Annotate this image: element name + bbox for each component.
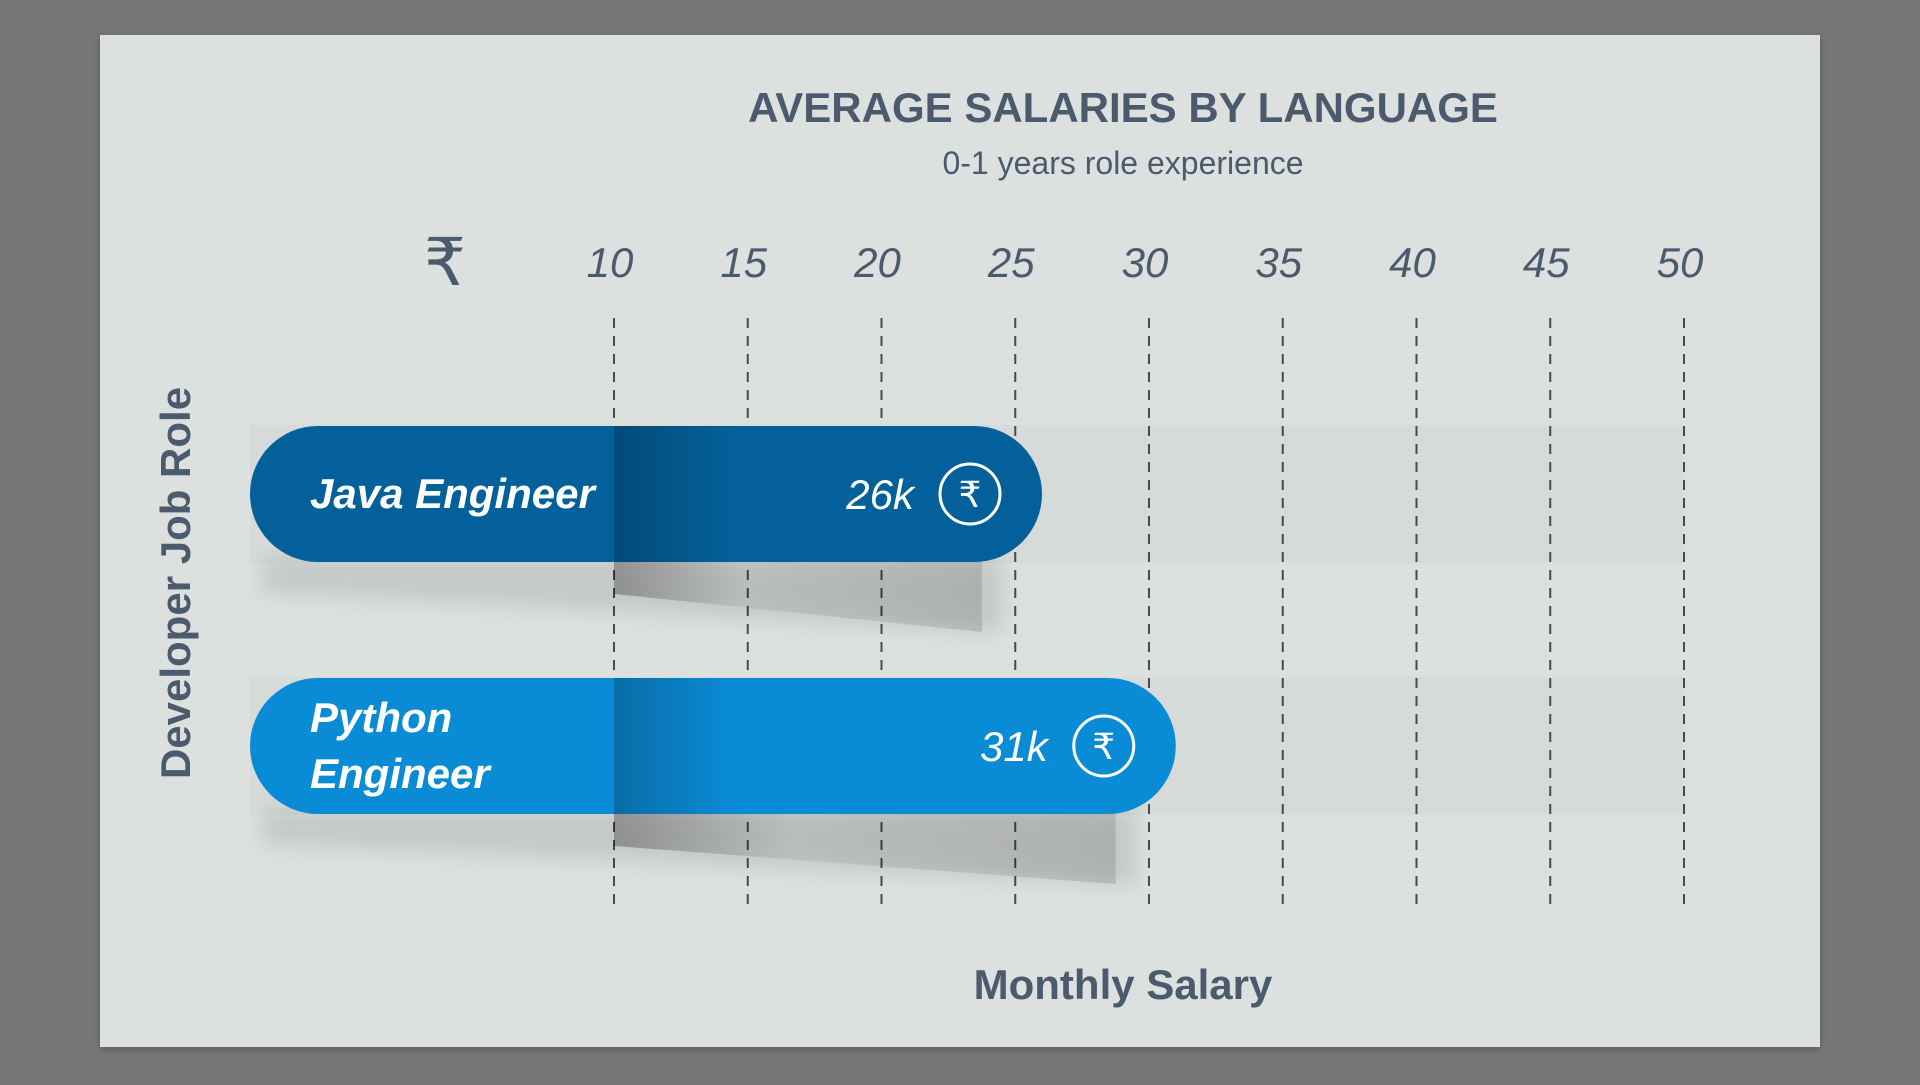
chart-subtitle: 0-1 years role experience xyxy=(942,145,1303,181)
x-tick-label: 35 xyxy=(1255,239,1302,286)
bar-category-label: Python xyxy=(310,694,452,741)
bar-group: Python Engineer 31k ₹ xyxy=(250,678,1176,814)
bar-value-label: 31k xyxy=(980,723,1050,770)
bar-fold-shade xyxy=(614,426,734,562)
bar-fold-shade xyxy=(614,678,734,814)
x-tick-label: 45 xyxy=(1523,239,1570,286)
x-tick-label: 20 xyxy=(853,239,901,286)
x-tick-label: 15 xyxy=(720,239,767,286)
chart-title: AVERAGE SALARIES BY LANGUAGE xyxy=(748,84,1498,131)
x-tick-labels: 10 15 20 25 30 35 40 45 50 xyxy=(587,239,1704,286)
x-tick-label: 10 xyxy=(587,239,634,286)
x-tick-label: 30 xyxy=(1122,239,1169,286)
y-axis-label: Developer Job Role xyxy=(152,387,199,779)
x-axis-label: Monthly Salary xyxy=(974,961,1273,1008)
svg-text:₹: ₹ xyxy=(959,474,982,515)
bar-value-label: 26k xyxy=(845,471,916,518)
rupee-icon: ₹ xyxy=(424,225,466,299)
bar-group: Java Engineer 26k ₹ xyxy=(250,426,1042,562)
bar-category-label: Java Engineer xyxy=(310,470,597,517)
x-tick-label: 25 xyxy=(987,239,1035,286)
svg-text:₹: ₹ xyxy=(1092,726,1115,767)
x-tick-label: 40 xyxy=(1389,239,1436,286)
x-tick-label: 50 xyxy=(1657,239,1704,286)
bar-category-label: Engineer xyxy=(310,750,492,797)
